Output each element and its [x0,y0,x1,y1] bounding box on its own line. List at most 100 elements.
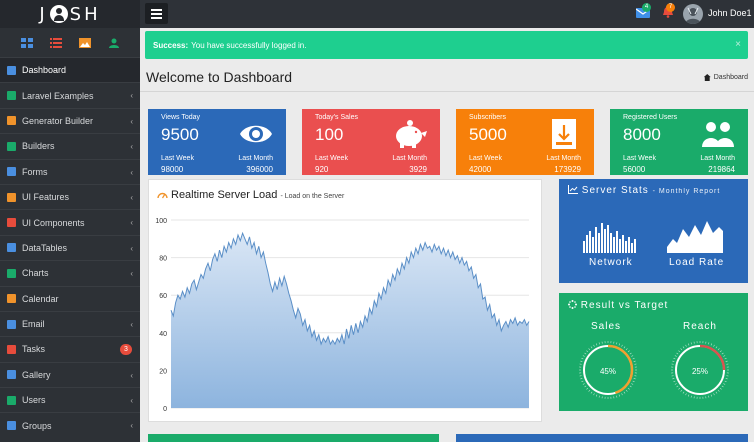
gauge-tick [621,344,623,347]
sidebar-item-label: DataTables [22,242,68,253]
gauge-tick [588,389,591,392]
gauge-tick [581,357,584,360]
gauge-tick [632,357,635,360]
gauge-tick [598,395,600,398]
stat-tile-registered-users[interactable]: Registered Users 8000 Last Week 56000 Last M… [610,109,748,175]
top-navbar: J SH 4 7 John Doe1 [0,0,754,28]
chevron-left-icon: ‹ [130,319,133,329]
gauge-tick [717,389,720,392]
gauge-tick [582,355,585,357]
result-vs-target-panel: Result vs Target Sales Reach 45% 25% [559,293,748,411]
sidebar-item-calendar[interactable]: Calendar [0,285,140,311]
sidebar-item-generator-builder[interactable]: Generator Builder ‹ [0,107,140,133]
gauge-tick [713,344,715,347]
sidebar-item-tasks[interactable]: Tasks 3 [0,336,140,361]
gauge-tick [724,357,727,360]
gauge-tick [725,360,728,362]
gauge-tick [674,383,677,385]
messages-badge: 4 [642,3,651,12]
sidebar-item-label: Builders [22,141,55,152]
chevron-left-icon: ‹ [130,192,133,202]
user-icon [7,395,16,405]
gauge-tick [623,391,626,394]
gauge-tick [724,380,727,383]
gauge-tick [678,387,681,390]
tile-title: Views Today [161,114,201,121]
reach-gauge [671,341,729,399]
table-icon [7,243,16,253]
sidebar-item-datatables[interactable]: DataTables ‹ [0,234,140,260]
sidebar-item-charts[interactable]: Charts ‹ [0,260,140,285]
y-tick-label: 20 [159,368,167,375]
user-icon[interactable] [108,38,120,48]
main-content: Success: You have successfully logged in… [140,28,754,442]
load-rate-sparkline [667,221,723,253]
gauge-tick [723,355,726,357]
groups-icon [7,421,16,431]
sidebar-item-laravel-examples[interactable]: Laravel Examples ‹ [0,82,140,107]
users-icon [700,119,736,149]
y-tick-label: 100 [155,218,167,225]
sidebar-menu: Dashboard Laravel Examples ‹ Generator Buil… [0,57,140,438]
gallery-icon [7,370,16,380]
page-title: Welcome to Dashboard [146,69,293,85]
tile-week-label: Last Week [161,155,194,162]
username-dropdown[interactable]: John Doe1 [708,8,752,18]
sidebar: Dashboard Laravel Examples ‹ Generator Buil… [0,28,140,442]
sidebar-item-forms[interactable]: Forms ‹ [0,158,140,184]
gauge-tick [682,391,685,394]
sidebar-toggle-button[interactable] [145,3,168,24]
sidebar-item-dashboard[interactable]: Dashboard [0,57,140,83]
gauge-tick [715,391,718,394]
dashboard-gauge-icon [157,192,168,199]
gauge-tick [633,360,636,362]
image-icon[interactable] [78,37,91,48]
result-title-text: Result vs Target [580,300,669,311]
chevron-left-icon: ‹ [130,167,133,177]
tile-week-value: 920 [315,165,329,174]
list-icon[interactable] [49,37,62,48]
app-logo[interactable]: J SH [0,0,140,28]
gauge-tick [590,346,593,349]
stat-tile-views-today[interactable]: Views Today 9500 Last Week 98000 Last Month 3… [148,109,286,175]
server-stats-subtitle: - Monthly Report [652,188,721,195]
stat-tile-subscribers[interactable]: Subscribers 5000 Last Week 42000 Last Month 1… [456,109,594,175]
sidebar-item-label: Forms [22,166,48,177]
gauge-tick [632,380,635,383]
alert-strong: Success: [153,40,189,50]
sidebar-shortcuts [0,28,140,57]
grid-icon[interactable] [20,37,33,48]
gauge-tick [629,385,632,388]
gauge-tick [627,350,630,353]
stat-tile-today-s-sales[interactable]: Today's Sales 100 Last Week 920 Last Month 39… [302,109,440,175]
home-icon [703,74,711,81]
sidebar-item-label: Users [22,395,46,406]
tile-value: 100 [315,125,344,144]
gauge-tick [708,342,710,345]
server-load-line [170,231,530,346]
chevron-left-icon: ‹ [130,218,133,228]
mail-icon [7,319,16,329]
gauge-tick [595,394,598,397]
sidebar-item-groups[interactable]: Groups ‹ [0,412,140,437]
gauge-tick [581,380,584,383]
tile-value: 9500 [161,125,199,144]
gauge-tick [676,352,679,355]
gauge-tick [685,344,687,347]
avatar[interactable] [683,4,703,24]
sales-gauge-arc [582,344,634,396]
breadcrumb[interactable]: Dashboard [703,74,748,81]
sidebar-item-ui-features[interactable]: UI Features ‹ [0,183,140,209]
sidebar-item-builders[interactable]: Builders ‹ [0,133,140,158]
gauge-tick [593,393,595,396]
sidebar-item-users[interactable]: Users ‹ [0,387,140,412]
notifications-badge: 7 [666,3,675,12]
sidebar-item-ui-components[interactable]: UI Components ‹ [0,209,140,234]
sidebar-item-gallery[interactable]: Gallery ‹ [0,361,140,387]
tile-value: 5000 [469,125,507,144]
chevron-left-icon: ‹ [130,91,133,101]
gauge-tick [690,342,692,345]
gauge-tick [616,342,618,345]
close-icon[interactable]: × [735,39,741,50]
sidebar-item-email[interactable]: Email ‹ [0,310,140,336]
